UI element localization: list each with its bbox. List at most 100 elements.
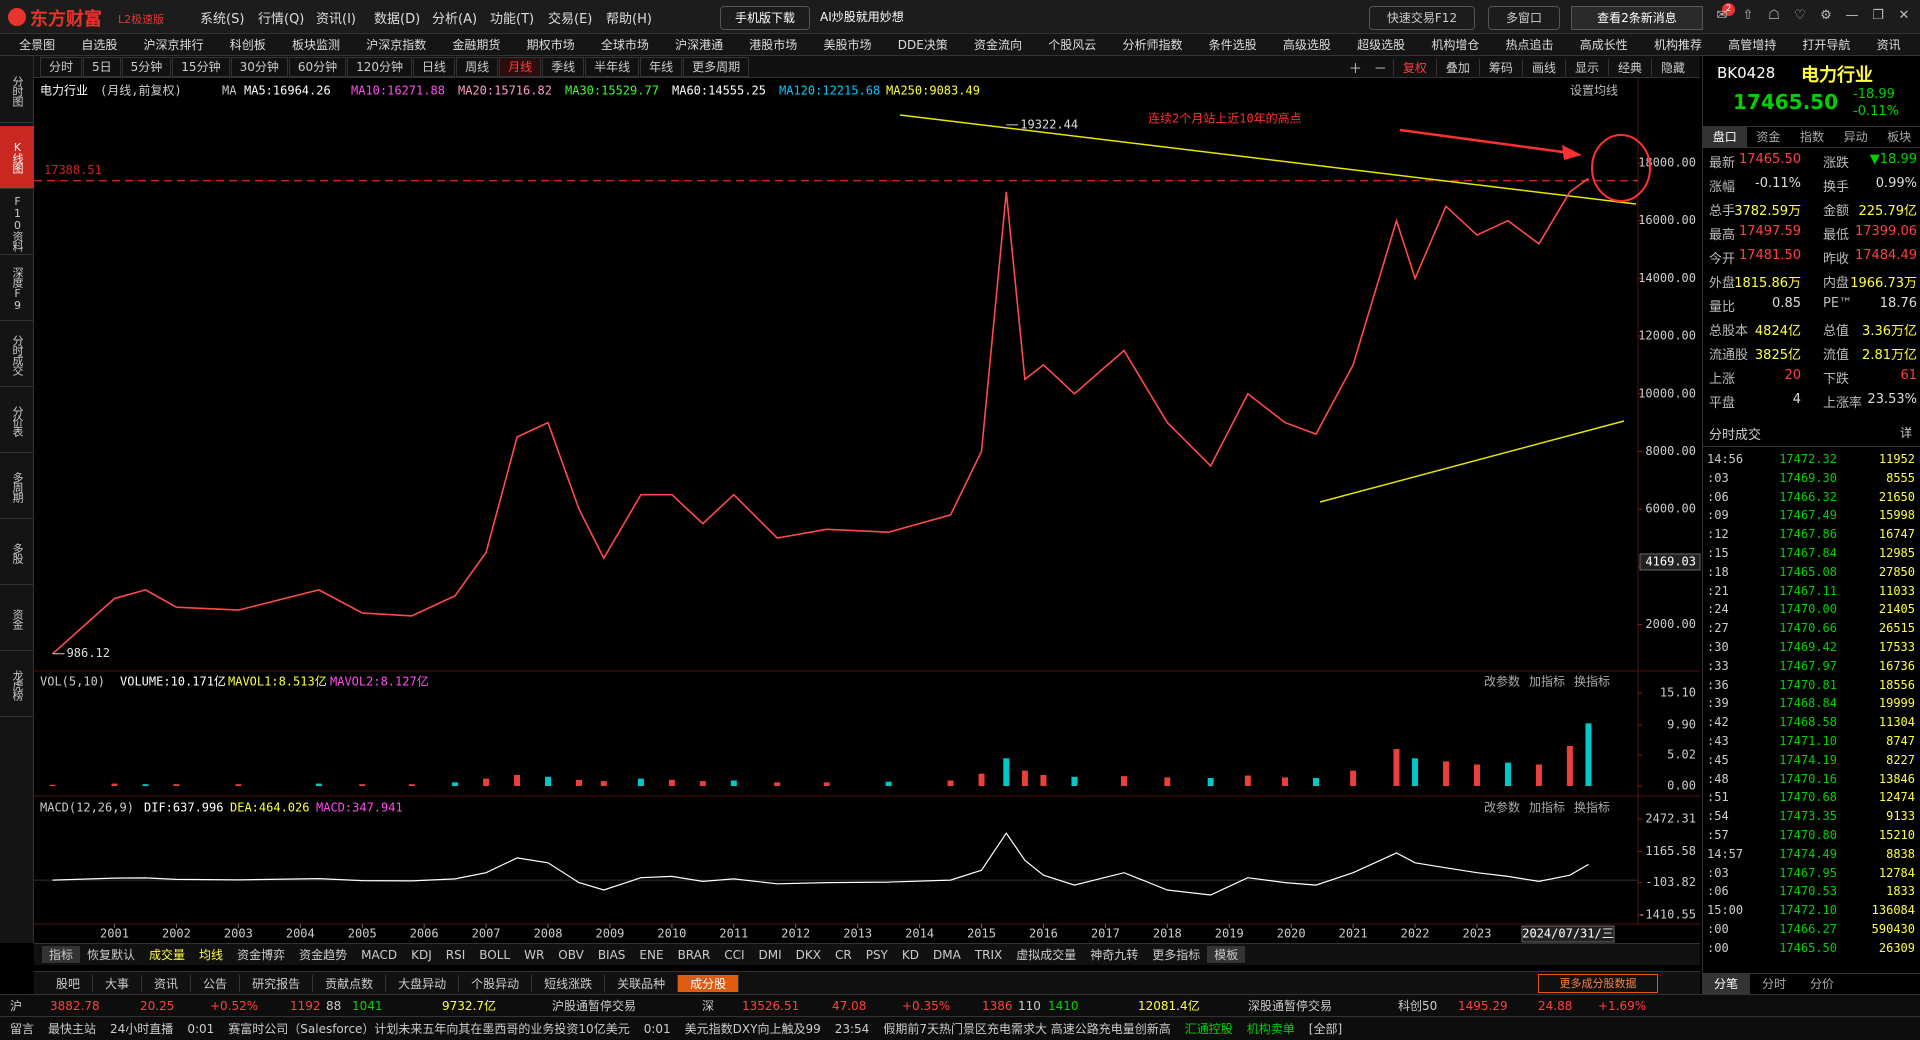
nav-item[interactable]: 条件选股 (1208, 38, 1257, 52)
nav-item[interactable]: 沪深港通 (675, 38, 724, 52)
menu-item[interactable]: 系统(S) (200, 11, 245, 27)
indicator-tab[interactable]: DKX (795, 947, 821, 962)
period-tab[interactable]: 5日 (83, 57, 121, 77)
news-button[interactable]: 查看2条新消息 (1571, 6, 1703, 30)
bottom-tab[interactable]: 研究报告 (240, 974, 314, 992)
bottom-tab[interactable]: 大事 (93, 974, 143, 992)
nav-item[interactable]: 高成长性 (1579, 38, 1628, 52)
nav-item[interactable]: 打开导航 (1802, 38, 1851, 52)
nav-item[interactable]: 全景图 (19, 38, 56, 52)
indicator-tab[interactable]: 指标 (42, 946, 81, 963)
zoom-button[interactable]: ＋ (1348, 61, 1362, 77)
side-tab[interactable]: F10资料 (0, 192, 34, 255)
window-icon[interactable]: ☖ (1768, 8, 1780, 23)
menu-item[interactable]: 功能(T) (490, 11, 535, 27)
indicator-tab[interactable]: 虚拟成交量 (1016, 948, 1077, 962)
ticker-item[interactable]: 24小时直播 (110, 1022, 174, 1036)
bottom-tab[interactable]: 贡献点数 (313, 974, 387, 992)
nav-item[interactable]: 机构增仓 (1431, 38, 1480, 52)
indicator-tab[interactable]: PSY (865, 947, 888, 962)
nav-item[interactable]: 全球市场 (600, 38, 649, 52)
trade-tab[interactable]: 分时 (1761, 977, 1786, 991)
menu-item[interactable]: 资讯(I) (316, 11, 356, 27)
nav-item[interactable]: 超级选股 (1357, 38, 1406, 52)
nav-item[interactable]: 机构推荐 (1653, 38, 1702, 52)
nav-item[interactable]: 资金流向 (974, 38, 1023, 52)
side-tab[interactable]: 分时成交 (0, 324, 34, 387)
indicator-tab[interactable]: KD (901, 947, 919, 962)
indicator-tab[interactable]: CR (834, 947, 852, 962)
period-tab[interactable]: 年线 (640, 57, 683, 77)
period-tab[interactable]: 周线 (456, 57, 499, 77)
period-tab[interactable]: 120分钟 (347, 57, 413, 77)
indicator-tab[interactable]: RSI (445, 947, 466, 962)
tool-button[interactable]: 画线 (1521, 58, 1565, 76)
quote-tab[interactable]: 盘口 (1703, 127, 1747, 147)
nav-item[interactable]: 美股市场 (823, 38, 872, 52)
tool-button[interactable]: 复权 (1392, 58, 1436, 76)
nav-item[interactable]: 科创板 (229, 38, 266, 52)
indicator-tab[interactable]: WR (524, 947, 545, 962)
ticker-item[interactable]: [全部] (1308, 1022, 1343, 1036)
period-tab[interactable]: 5分钟 (121, 57, 172, 77)
period-tab[interactable]: 分时 (40, 57, 83, 77)
quote-tab[interactable]: 资金 (1756, 130, 1781, 144)
indicator-tab[interactable]: MACD (361, 947, 398, 962)
nav-item[interactable]: 热点追击 (1505, 38, 1554, 52)
indicator-tab[interactable]: 均线 (199, 948, 224, 962)
trade-tab[interactable]: 分价 (1809, 977, 1834, 991)
quick-trade[interactable]: 快速交易F12 (1369, 6, 1475, 30)
indicator-tab[interactable]: 恢复默认 (87, 948, 136, 962)
bottom-tab[interactable]: 短线涨跌 (532, 974, 606, 992)
news-badge[interactable]: 2 (1722, 3, 1735, 16)
tool-button[interactable]: 叠加 (1435, 58, 1479, 76)
tool-button[interactable]: 筹码 (1478, 58, 1522, 76)
indicator-tab[interactable]: 资金趋势 (299, 948, 348, 962)
nav-item[interactable]: 沪深京指数 (366, 38, 427, 52)
indicator-tab[interactable]: 模板 (1207, 946, 1246, 963)
window-icon[interactable]: ✉ (1716, 8, 1728, 23)
side-tab[interactable]: 分时图 (0, 60, 34, 123)
bottom-tab[interactable]: 成分股 (678, 974, 740, 992)
window-icon[interactable]: — (1845, 8, 1859, 23)
bottom-tab[interactable]: 公告 (191, 974, 241, 992)
period-tab[interactable]: 半年线 (585, 57, 640, 77)
ai-button[interactable]: AI炒股就用妙想 (820, 10, 904, 24)
nav-item[interactable]: 分析师指数 (1122, 38, 1183, 52)
side-tab[interactable]: 深度F9 (0, 258, 34, 321)
menu-item[interactable]: 帮助(H) (606, 11, 652, 27)
menu-item[interactable]: 交易(E) (548, 11, 593, 27)
ticker-item[interactable]: 汇通控股 (1184, 1022, 1233, 1036)
period-tab[interactable]: 季线 (542, 57, 585, 77)
nav-item[interactable]: 港股市场 (749, 38, 798, 52)
indicator-tab[interactable]: 神奇九转 (1090, 948, 1139, 962)
nav-item[interactable]: DDE决策 (897, 38, 948, 52)
trades-more[interactable]: 详 (1899, 426, 1912, 440)
bottom-tab[interactable]: 股吧 (44, 974, 94, 992)
indicator-tab[interactable]: ENE (639, 947, 664, 962)
indicator-tab[interactable]: KDJ (411, 947, 432, 962)
indicator-tab[interactable]: DMI (758, 947, 782, 962)
menu-item[interactable]: 分析(A) (432, 11, 478, 27)
nav-item[interactable]: 期权市场 (526, 38, 575, 52)
side-tab[interactable]: 资金 (0, 588, 34, 651)
period-tab[interactable]: 月线 (499, 57, 542, 77)
side-tab[interactable]: K线图 (0, 126, 34, 189)
quote-tab[interactable]: 板块 (1887, 130, 1912, 144)
mobile-button[interactable]: 手机版下载 (720, 6, 810, 30)
multi-window[interactable]: 多窗口 (1488, 6, 1560, 30)
trade-tab[interactable]: 分笔 (1702, 974, 1750, 994)
side-tab[interactable]: 多股 (0, 522, 34, 585)
bottom-tab[interactable]: 大盘异动 (386, 974, 460, 992)
side-tab[interactable]: 多周期 (0, 456, 34, 519)
nav-item[interactable]: 金融期货 (452, 38, 501, 52)
indicator-tab[interactable]: OBV (558, 947, 584, 962)
nav-item[interactable]: 高级选股 (1282, 38, 1331, 52)
period-tab[interactable]: 更多周期 (683, 57, 750, 77)
bottom-tab[interactable]: 资讯 (142, 974, 192, 992)
quote-tab[interactable]: 异动 (1843, 130, 1868, 144)
nav-item[interactable]: 高管增持 (1728, 38, 1777, 52)
window-icon[interactable]: ⚙ (1820, 8, 1832, 23)
indicator-tab[interactable]: 成交量 (149, 948, 186, 962)
period-tab[interactable]: 15分钟 (172, 57, 230, 77)
